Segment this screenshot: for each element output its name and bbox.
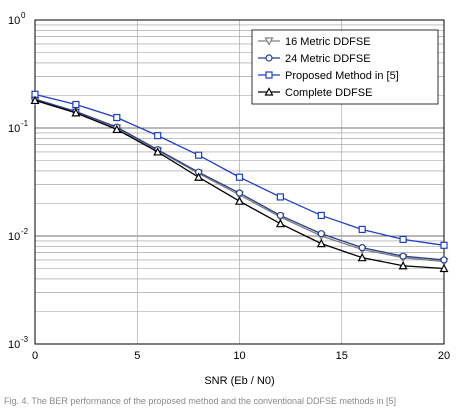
data-point	[194, 172, 204, 181]
data-point	[276, 193, 284, 201]
series-2	[31, 90, 448, 249]
data-point	[30, 95, 40, 105]
data-point	[357, 252, 367, 262]
legend-entry: 24 Metric DDFSE	[285, 53, 371, 65]
data-point	[358, 225, 366, 234]
legend-box	[251, 29, 439, 105]
data-point	[398, 261, 408, 270]
data-point	[317, 211, 325, 220]
y-tick-exponent: -3	[21, 335, 29, 344]
data-point	[113, 113, 121, 122]
y-tick-label: 10	[8, 231, 20, 243]
x-axis-label: SNR (Eb / N0)	[204, 375, 274, 387]
series-1	[31, 95, 448, 264]
data-point	[317, 230, 325, 238]
x-tick-label: 20	[438, 350, 450, 362]
data-point	[276, 211, 284, 220]
series-3	[30, 95, 449, 273]
data-point	[72, 100, 80, 109]
legend-swatch-marker	[264, 37, 274, 46]
data-point	[195, 151, 203, 159]
legend-swatch-marker	[265, 54, 273, 62]
series-group	[30, 90, 449, 273]
data-point	[439, 263, 449, 273]
x-tick-label: 0	[32, 350, 38, 362]
legend-swatch-marker	[264, 87, 274, 96]
data-point	[316, 238, 326, 248]
data-point	[235, 189, 244, 197]
y-tick-label: 10	[8, 123, 20, 135]
x-tick-label: 15	[336, 350, 348, 362]
data-point	[153, 147, 163, 156]
x-tick-label: 5	[134, 350, 140, 362]
data-point	[440, 241, 448, 249]
x-tick-label: 10	[233, 350, 245, 362]
legend-swatch-marker	[265, 71, 273, 79]
data-point	[275, 218, 285, 228]
data-point	[71, 108, 81, 117]
data-point	[235, 173, 244, 181]
legend-entry: Proposed Method in [5]	[285, 70, 399, 82]
y-tick-label: 10	[8, 15, 20, 27]
y-tick-exponent: -2	[21, 227, 29, 236]
legend-entry: Complete DDFSE	[285, 87, 372, 99]
y-tick-label: 10	[8, 339, 20, 351]
data-point	[154, 132, 162, 140]
y-tick-exponent: -1	[21, 119, 29, 128]
y-tick-exponent: 0	[21, 11, 26, 20]
figure-caption: Fig. 4. The BER performance of the propo…	[4, 396, 397, 406]
legend-entry: 16 Metric DDFSE	[285, 36, 371, 48]
data-point	[440, 256, 448, 264]
data-point	[399, 252, 407, 260]
data-point	[358, 244, 366, 252]
data-point	[112, 124, 122, 134]
plot-frame	[34, 19, 445, 345]
data-point	[234, 196, 245, 205]
legend: 16 Metric DDFSE 24 Metric DDFSE Proposed M…	[251, 29, 439, 105]
data-point	[399, 235, 407, 244]
